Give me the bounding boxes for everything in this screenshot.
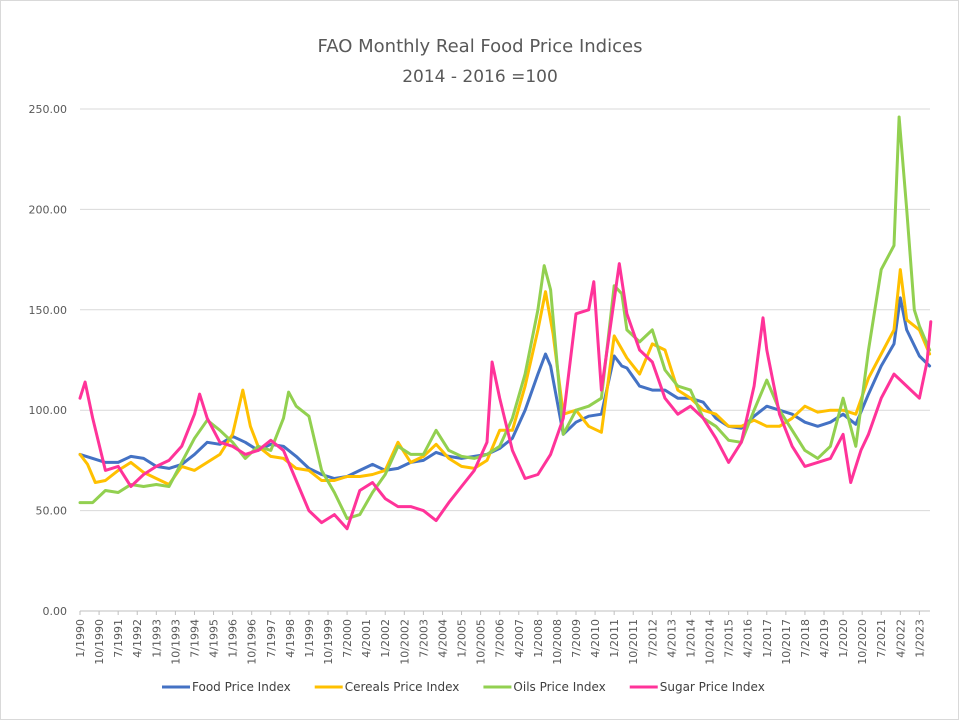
x-tick-label: 4/1995 xyxy=(208,619,221,658)
x-tick-label: 7/2015 xyxy=(723,619,736,658)
x-tick-label: 1/2002 xyxy=(379,619,392,658)
x-tick-label: 10/2005 xyxy=(475,619,488,665)
y-tick-label: 250.00 xyxy=(29,103,68,116)
x-tick-label: 4/2016 xyxy=(742,619,755,658)
x-tick-label: 4/2001 xyxy=(360,619,373,658)
x-tick-label: 1/2020 xyxy=(837,619,850,658)
x-tick-label: 4/2013 xyxy=(665,619,678,658)
x-tick-label: 4/1998 xyxy=(284,619,297,658)
legend-label: Oils Price Index xyxy=(513,680,605,694)
x-tick-label: 1/1996 xyxy=(227,619,240,658)
series-line-sugar-price-index xyxy=(78,262,933,531)
x-tick-label: 10/2017 xyxy=(780,619,793,665)
x-tick-label: 10/2020 xyxy=(856,619,869,665)
x-tick-label: 10/2011 xyxy=(627,619,640,665)
x-tick-label: 10/1990 xyxy=(93,619,106,665)
series-lines xyxy=(78,115,933,531)
legend-label: Cereals Price Index xyxy=(345,680,460,694)
x-tick-label: 1/1993 xyxy=(150,619,163,658)
chart-subtitle: 2014 - 2016 =100 xyxy=(402,67,558,87)
x-tick-label: 7/1994 xyxy=(188,619,201,658)
x-tick-label: 4/1992 xyxy=(131,619,144,658)
y-tick-label: 0.00 xyxy=(43,605,68,618)
y-tick-label: 50.00 xyxy=(36,505,68,518)
series-line-oils-price-index xyxy=(78,115,932,521)
x-tick-label: 1/2005 xyxy=(456,619,469,658)
x-tick-label: 4/2022 xyxy=(894,619,907,658)
x-tick-label: 4/2007 xyxy=(513,619,526,658)
y-tick-label: 150.00 xyxy=(29,304,68,317)
x-tick-label: 7/2006 xyxy=(494,619,507,658)
legend-label: Food Price Index xyxy=(192,680,291,694)
x-tick-label: 10/2008 xyxy=(551,619,564,665)
series-line-cereals-price-index xyxy=(78,268,932,486)
x-tick-label: 7/1997 xyxy=(265,619,278,658)
y-tick-label: 200.00 xyxy=(29,203,68,216)
x-tick-label: 1/1999 xyxy=(303,619,316,658)
x-tick-label: 1/2014 xyxy=(684,619,697,658)
chart-title: FAO Monthly Real Food Price Indices xyxy=(318,36,643,57)
x-tick-label: 7/2009 xyxy=(570,619,583,658)
x-tick-label: 7/2012 xyxy=(646,619,659,658)
legend: Food Price Index Cereals Price Index Oils … xyxy=(162,680,765,694)
x-tick-label: 10/1993 xyxy=(169,619,182,665)
x-tick-label: 7/2003 xyxy=(417,619,430,658)
x-tick-label: 1/1990 xyxy=(74,619,87,658)
axes: 0.00 50.00 100.00 150.00 200.00 250.00 1/1990 1… xyxy=(29,103,930,665)
x-tick-label: 7/1991 xyxy=(112,619,125,658)
x-tick-label: 10/1999 xyxy=(322,619,335,665)
x-tick-label: 10/2002 xyxy=(398,619,411,665)
x-tick-label: 7/2000 xyxy=(341,619,354,658)
x-tick-label: 1/2008 xyxy=(532,619,545,658)
x-tick-label: 4/2004 xyxy=(436,619,449,658)
x-tick-label: 1/2023 xyxy=(913,619,926,658)
x-tick-label: 1/2011 xyxy=(608,619,621,658)
x-tick-label: 10/1996 xyxy=(246,619,259,665)
x-tick-label: 1/2017 xyxy=(761,619,774,658)
x-tick-label: 7/2018 xyxy=(799,619,812,658)
y-tick-label: 100.00 xyxy=(29,404,68,417)
x-tick-label: 4/2010 xyxy=(589,619,602,658)
x-tick-label: 4/2019 xyxy=(818,619,831,658)
x-tick-label: 10/2014 xyxy=(704,619,717,665)
legend-label: Sugar Price Index xyxy=(660,680,765,694)
x-tick-label: 7/2021 xyxy=(875,619,888,658)
